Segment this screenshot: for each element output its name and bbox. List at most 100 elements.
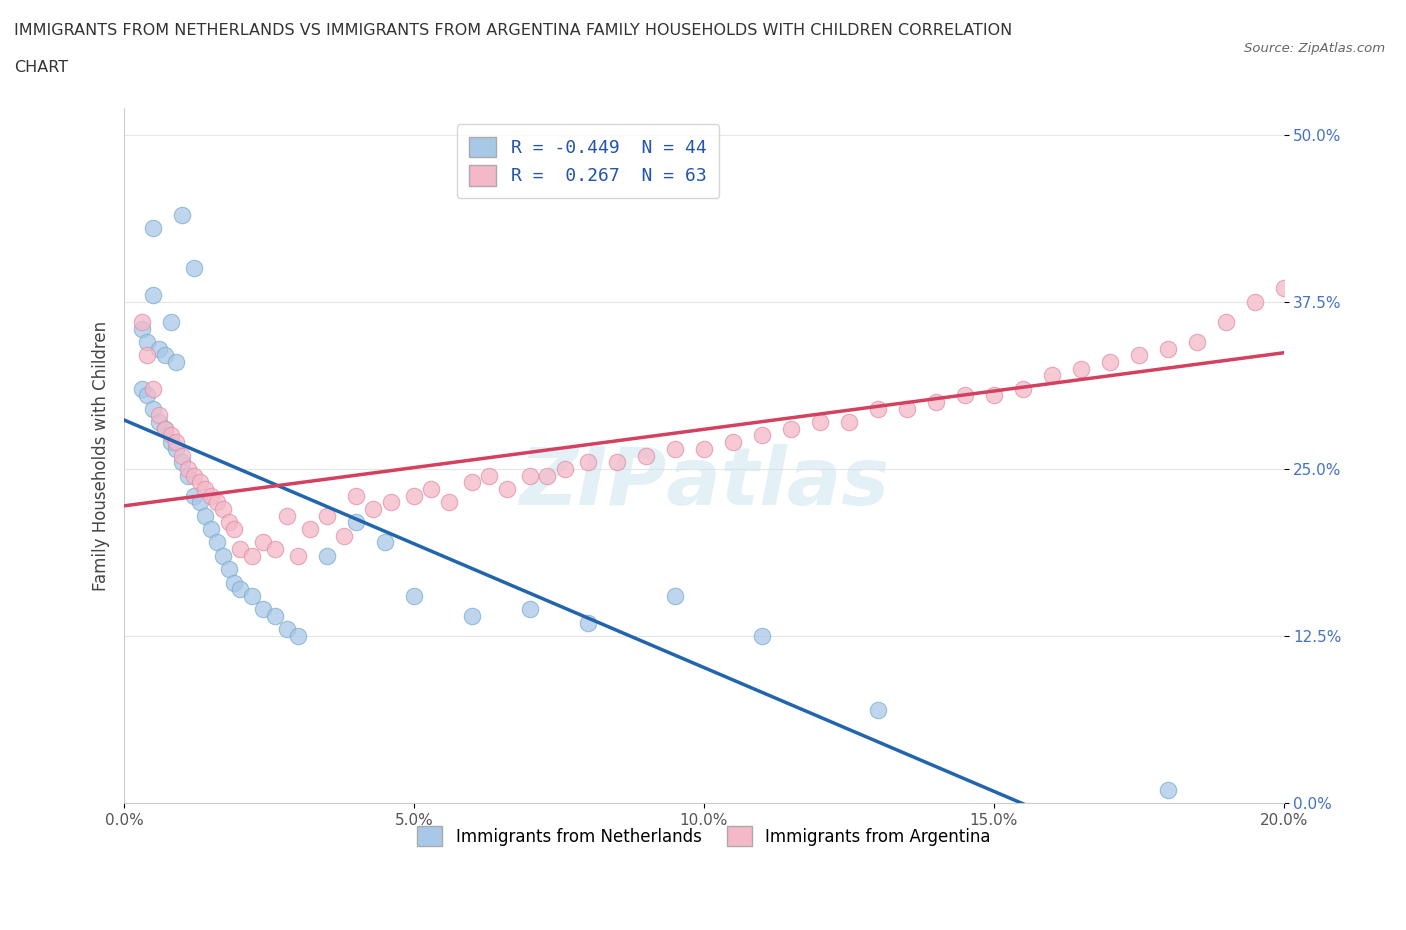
Point — [519, 602, 541, 617]
Point — [779, 421, 801, 436]
Point — [165, 434, 187, 449]
Point — [229, 582, 252, 597]
Point — [1156, 782, 1178, 797]
Point — [131, 381, 153, 396]
Y-axis label: Family Households with Children: Family Households with Children — [93, 321, 110, 591]
Point — [316, 509, 339, 524]
Point — [1243, 295, 1265, 310]
Point — [148, 408, 170, 423]
Point — [606, 455, 628, 470]
Point — [298, 522, 321, 537]
Text: CHART: CHART — [14, 60, 67, 75]
Point — [153, 421, 176, 436]
Point — [634, 448, 657, 463]
Point — [420, 482, 443, 497]
Point — [576, 615, 599, 630]
Point — [183, 261, 205, 276]
Point — [177, 461, 200, 476]
Point — [363, 501, 385, 516]
Text: ZIP​atlas: ZIP​atlas — [519, 445, 889, 523]
Point — [1040, 368, 1063, 383]
Point — [925, 394, 948, 409]
Point — [211, 501, 233, 516]
Point — [536, 468, 558, 483]
Point — [159, 428, 181, 443]
Point — [183, 468, 205, 483]
Point — [183, 488, 205, 503]
Point — [1156, 341, 1178, 356]
Point — [838, 415, 860, 430]
Point — [252, 602, 274, 617]
Text: IMMIGRANTS FROM NETHERLANDS VS IMMIGRANTS FROM ARGENTINA FAMILY HOUSEHOLDS WITH : IMMIGRANTS FROM NETHERLANDS VS IMMIGRANT… — [14, 23, 1012, 38]
Point — [177, 468, 200, 483]
Point — [896, 402, 918, 417]
Point — [218, 562, 240, 577]
Point — [252, 535, 274, 550]
Point — [136, 348, 159, 363]
Legend: Immigrants from Netherlands, Immigrants from Argentina: Immigrants from Netherlands, Immigrants … — [406, 815, 1002, 857]
Point — [240, 589, 263, 604]
Point — [664, 589, 686, 604]
Point — [142, 220, 165, 235]
Point — [148, 341, 170, 356]
Point — [172, 207, 194, 222]
Point — [287, 629, 309, 644]
Point — [276, 509, 298, 524]
Point — [333, 528, 356, 543]
Point — [188, 475, 211, 490]
Point — [224, 575, 246, 590]
Point — [478, 468, 501, 483]
Point — [200, 488, 222, 503]
Point — [148, 415, 170, 430]
Point — [153, 348, 176, 363]
Point — [131, 321, 153, 336]
Point — [554, 461, 576, 476]
Point — [1215, 314, 1237, 329]
Point — [165, 354, 187, 369]
Point — [276, 622, 298, 637]
Point — [142, 287, 165, 302]
Point — [1098, 354, 1121, 369]
Point — [953, 388, 976, 403]
Point — [153, 421, 176, 436]
Point — [461, 608, 484, 623]
Point — [194, 509, 217, 524]
Point — [402, 589, 425, 604]
Point — [576, 455, 599, 470]
Point — [461, 475, 484, 490]
Point — [751, 629, 773, 644]
Point — [495, 482, 517, 497]
Point — [437, 495, 460, 510]
Point — [751, 428, 773, 443]
Point — [344, 488, 367, 503]
Point — [159, 434, 181, 449]
Point — [983, 388, 1005, 403]
Point — [402, 488, 425, 503]
Point — [142, 402, 165, 417]
Point — [205, 535, 228, 550]
Text: Source: ZipAtlas.com: Source: ZipAtlas.com — [1244, 42, 1385, 55]
Point — [1070, 361, 1092, 376]
Point — [136, 335, 159, 350]
Point — [1272, 281, 1295, 296]
Point — [136, 388, 159, 403]
Point — [721, 434, 744, 449]
Point — [172, 455, 194, 470]
Point — [519, 468, 541, 483]
Point — [240, 549, 263, 564]
Point — [142, 381, 165, 396]
Point — [1128, 348, 1150, 363]
Point — [344, 515, 367, 530]
Point — [264, 608, 287, 623]
Point — [159, 314, 181, 329]
Point — [200, 522, 222, 537]
Point — [693, 442, 716, 457]
Point — [131, 314, 153, 329]
Point — [264, 541, 287, 556]
Point — [316, 549, 339, 564]
Point — [224, 522, 246, 537]
Point — [380, 495, 402, 510]
Point — [172, 448, 194, 463]
Point — [1185, 335, 1208, 350]
Point — [165, 442, 187, 457]
